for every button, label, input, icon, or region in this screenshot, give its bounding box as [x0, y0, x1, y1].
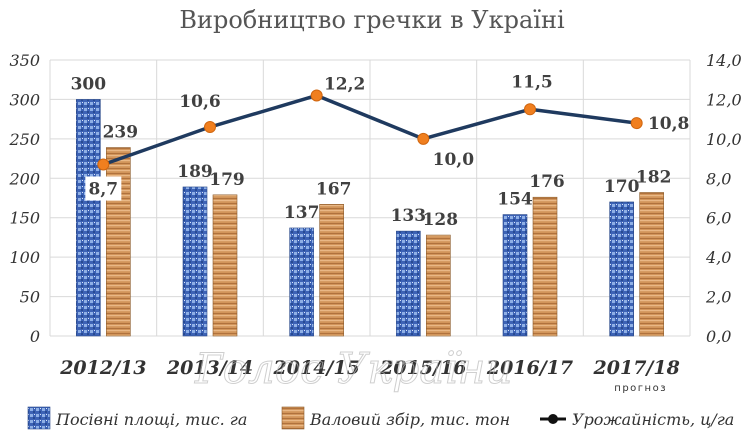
- watermark: Голос України: [194, 344, 513, 393]
- x-tick-label: 2015/16: [379, 357, 466, 379]
- yield-line-path: [102, 93, 637, 167]
- bar-harvest-label: 179: [209, 170, 245, 190]
- yield-label: 10,8: [648, 114, 689, 134]
- bar-harvest-label: 182: [636, 167, 672, 187]
- yield-label: 8,7: [89, 179, 119, 199]
- bar-area: [182, 186, 208, 337]
- y-right-tick-label: 6,0: [706, 209, 731, 228]
- y-right-tick-label: 8,0: [706, 169, 731, 188]
- bar-area-label: 133: [391, 206, 427, 226]
- bar-harvest-label: 239: [103, 123, 139, 143]
- y-left-tick-label: 150: [9, 209, 40, 228]
- y-right-tick-label: 10,0: [706, 130, 742, 149]
- bar-harvest: [319, 204, 344, 337]
- x-tick-label: 2017/18: [593, 357, 680, 379]
- bar-area: [396, 230, 421, 337]
- chart-title: Виробництво гречки в Україні: [179, 6, 565, 34]
- bar-area: [502, 214, 528, 337]
- bar-area-label: 154: [497, 190, 533, 210]
- legend-label-yield: Урожайність, ц/га: [572, 410, 734, 429]
- x-tick-note: прогноз: [614, 383, 667, 394]
- y-right-tick-label: 0,0: [706, 327, 731, 346]
- legend-swatch-yield-marker: [548, 414, 558, 424]
- yield-point: [204, 121, 216, 134]
- y-right-tick-label: 4,0: [705, 248, 731, 267]
- yield-label: 12,2: [324, 74, 365, 94]
- bar-harvest-label: 167: [316, 179, 352, 199]
- x-tick-label: 2016/17: [486, 357, 573, 379]
- legend-swatch-area: [27, 406, 51, 430]
- y-left-tick-label: 0: [30, 327, 40, 346]
- yield-point: [310, 89, 323, 102]
- y-right-tick-label: 14,0: [706, 51, 742, 70]
- legend-label-harvest: Валовий збір, тис. тон: [309, 410, 510, 429]
- bar-harvest-label: 176: [529, 172, 565, 192]
- x-tick-label: 2014/15: [273, 357, 360, 379]
- yield-point: [524, 103, 536, 116]
- bar-harvest: [532, 196, 558, 337]
- bar-harvest: [106, 147, 131, 337]
- bar-area-label: 170: [604, 177, 640, 197]
- y-left-tick-label: 300: [9, 90, 40, 109]
- x-tick-label: 2013/14: [166, 357, 253, 379]
- yield-point: [417, 132, 430, 145]
- gridlines: [49, 59, 691, 337]
- bar-harvest: [212, 194, 238, 337]
- y-axis-left: 0 50 100 150 200 250 300 350: [8, 51, 40, 346]
- bar-area: [76, 99, 101, 337]
- yield-point: [97, 158, 110, 171]
- legend: Посівні площі, тис. га Валовий збір, тис.…: [27, 406, 734, 430]
- y-left-tick-label: 100: [9, 248, 40, 267]
- yield-label: 10,0: [433, 150, 475, 170]
- bars: [76, 99, 664, 337]
- bar-area-label: 189: [177, 162, 213, 182]
- bar-harvest: [639, 192, 664, 337]
- legend-swatch-harvest: [281, 406, 305, 430]
- bar-area: [289, 227, 314, 337]
- bar-area: [609, 201, 634, 337]
- bar-area-label: 300: [71, 74, 107, 94]
- yield-line: [97, 89, 643, 171]
- y-axis-right: 0,0 2,0 4,0 6,0 8,0 10,0 12,0 14,0: [705, 51, 742, 346]
- y-left-tick-label: 50: [20, 288, 40, 307]
- x-axis-labels: 2012/13 2013/14 2014/15 2015/16 2016/17 2017/…: [59, 357, 680, 394]
- bar-harvest: [426, 234, 451, 337]
- yield-point: [630, 117, 643, 130]
- bar-harvest-label: 128: [423, 210, 459, 230]
- x-tick-label: 2012/13: [59, 357, 146, 379]
- yield-label-bg: [85, 176, 122, 201]
- y-left-tick-label: 200: [8, 169, 40, 188]
- y-left-tick-label: 250: [8, 130, 40, 149]
- yield-label: 11,5: [511, 72, 552, 92]
- y-right-tick-label: 2,0: [705, 288, 731, 307]
- legend-label-area: Посівні площі, тис. га: [55, 410, 247, 429]
- yield-label: 10,6: [179, 92, 220, 112]
- y-left-tick-label: 350: [9, 51, 40, 70]
- bar-area-label: 137: [284, 203, 320, 223]
- y-right-tick-label: 12,0: [706, 90, 742, 109]
